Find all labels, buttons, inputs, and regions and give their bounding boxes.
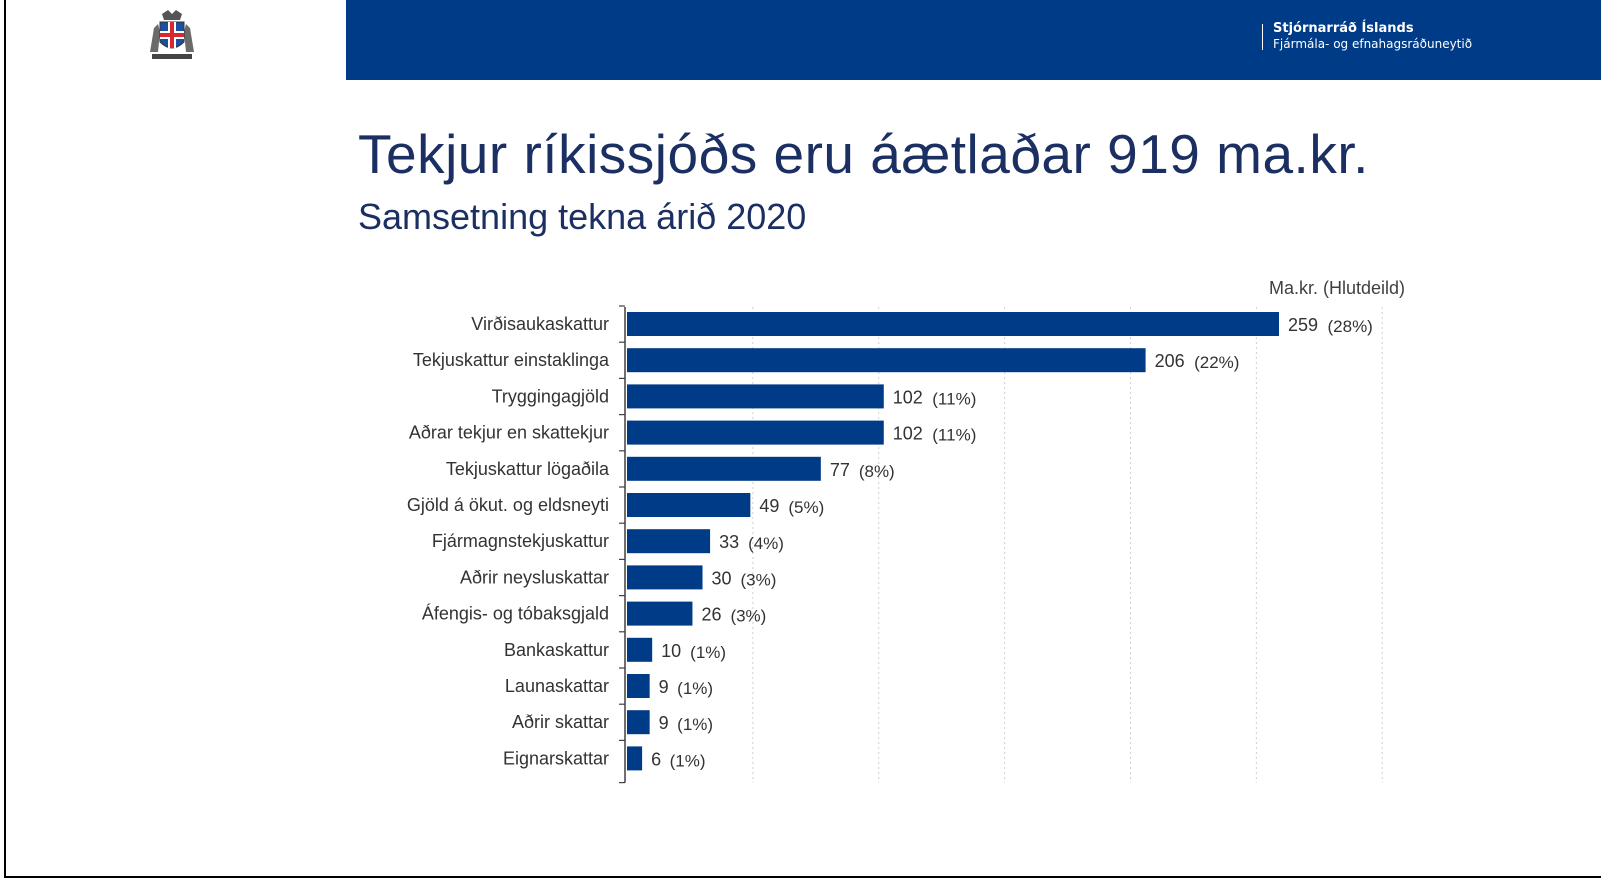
share-label: (1%) xyxy=(690,643,726,662)
bar xyxy=(627,456,821,481)
left-frame-line xyxy=(4,0,6,878)
org-name: Stjórnarráð Íslands xyxy=(1273,21,1414,36)
bar xyxy=(627,384,884,409)
share-label: (5%) xyxy=(788,498,824,517)
category-label: Aðrir neysluskattar xyxy=(460,567,609,587)
value-label: 6 xyxy=(651,749,661,769)
value-label: 259 xyxy=(1288,315,1318,335)
unit-label: Ma.kr. (Hlutdeild) xyxy=(1269,278,1405,298)
value-label: 33 xyxy=(719,532,739,552)
bar xyxy=(627,493,751,517)
share-label: (11%) xyxy=(932,426,976,445)
value-label: 77 xyxy=(830,460,850,480)
bar xyxy=(627,601,693,626)
bar xyxy=(627,674,650,698)
category-label: Launaskattar xyxy=(505,676,609,696)
category-label: Eignarskattar xyxy=(503,748,609,768)
value-label: 206 xyxy=(1155,351,1185,371)
value-label: 26 xyxy=(701,605,721,625)
bar xyxy=(627,420,884,445)
bar xyxy=(627,312,1279,336)
share-label: (4%) xyxy=(748,534,784,553)
value-label: 49 xyxy=(759,496,779,516)
bar xyxy=(627,348,1146,373)
bottom-frame-line xyxy=(4,876,1601,878)
org-divider xyxy=(1262,24,1263,50)
share-label: (1%) xyxy=(677,679,713,698)
share-label: (22%) xyxy=(1194,353,1239,372)
category-label: Aðrir skattar xyxy=(512,712,609,732)
bar xyxy=(627,710,650,735)
category-label: Tryggingagjöld xyxy=(492,386,609,406)
bar xyxy=(627,565,703,590)
icelandic-coat-of-arms-icon xyxy=(150,10,194,59)
share-label: (1%) xyxy=(670,751,706,770)
share-label: (1%) xyxy=(677,715,713,734)
value-label: 102 xyxy=(893,387,923,407)
header-bar xyxy=(346,0,1601,80)
category-label: Áfengis- og tóbaksgjald xyxy=(422,604,609,624)
value-label: 30 xyxy=(712,568,732,588)
share-label: (8%) xyxy=(859,462,895,481)
category-label: Bankaskattur xyxy=(504,640,609,660)
category-label: Tekjuskattur lögaðila xyxy=(446,459,610,479)
category-label: Fjármagnstekjuskattur xyxy=(432,531,609,551)
value-label: 10 xyxy=(661,641,681,661)
share-label: (28%) xyxy=(1328,317,1373,336)
category-label: Gjöld á ökut. og eldsneyti xyxy=(407,495,609,515)
share-label: (3%) xyxy=(741,570,777,589)
category-label: Virðisaukaskattur xyxy=(471,314,609,334)
share-label: (3%) xyxy=(730,607,766,626)
bar xyxy=(627,746,643,771)
category-label: Tekjuskattur einstaklinga xyxy=(413,350,610,370)
bar xyxy=(627,637,653,662)
org-subname: Fjármála- og efnahagsráðuneytið xyxy=(1273,37,1473,51)
page-title: Tekjur ríkissjóðs eru áætlaðar 919 ma.kr… xyxy=(358,123,1369,185)
value-label: 102 xyxy=(893,424,923,444)
bar xyxy=(627,529,711,554)
page-subtitle: Samsetning tekna árið 2020 xyxy=(358,196,807,237)
value-label: 9 xyxy=(659,677,669,697)
share-label: (11%) xyxy=(932,389,976,408)
category-label: Aðrar tekjur en skattekjur xyxy=(409,423,609,443)
value-label: 9 xyxy=(659,713,669,733)
